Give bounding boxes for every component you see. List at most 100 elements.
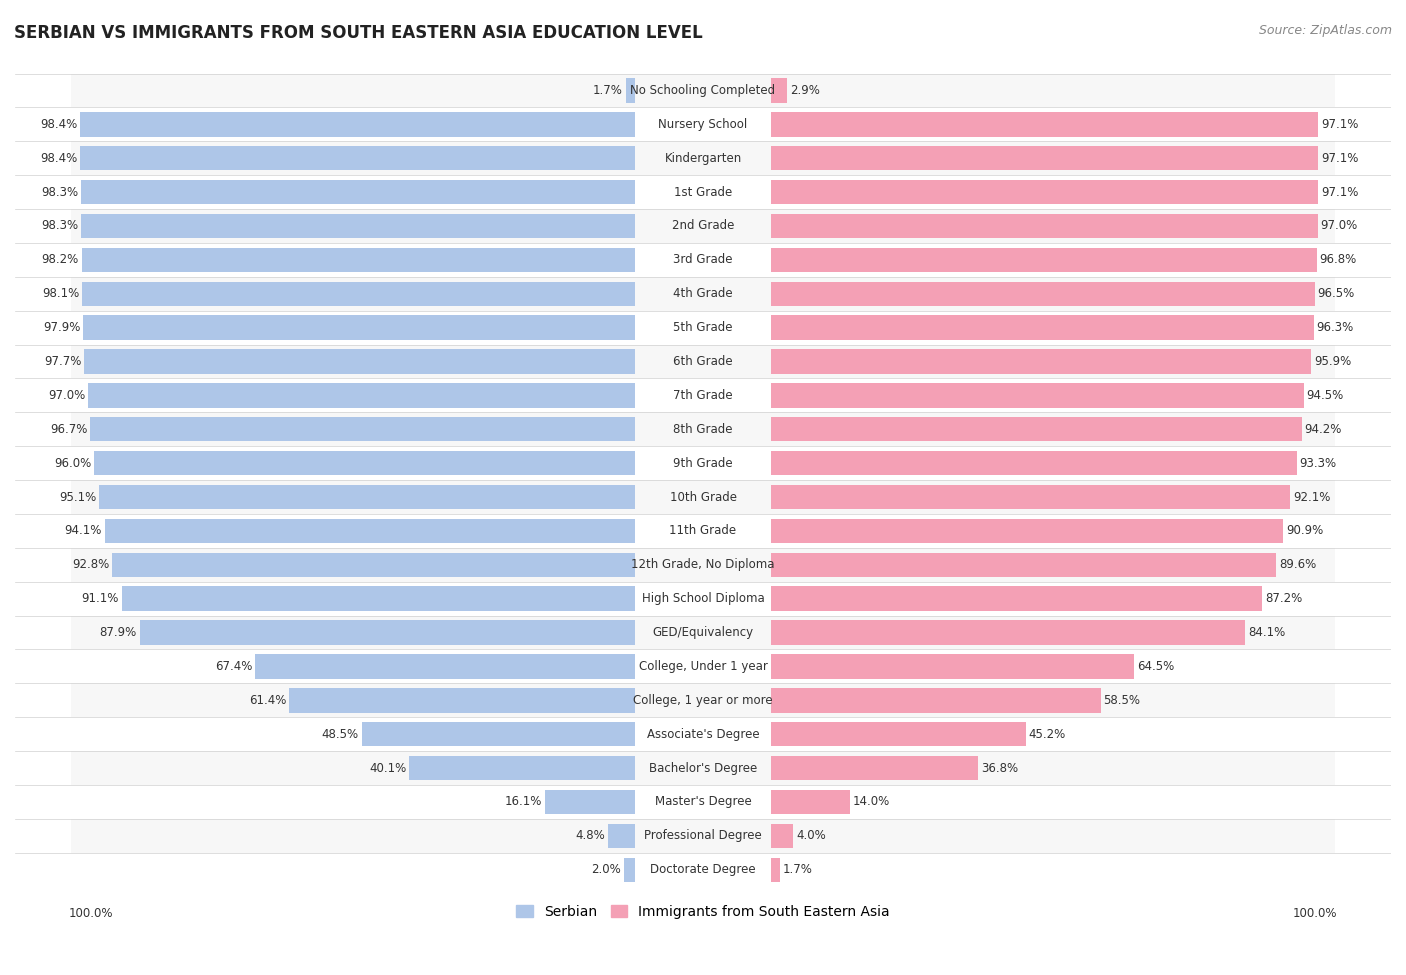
Text: Source: ZipAtlas.com: Source: ZipAtlas.com [1258,24,1392,37]
Bar [72,277,1334,311]
Text: 5th Grade: 5th Grade [673,321,733,334]
Text: 87.2%: 87.2% [1265,592,1302,605]
Bar [770,722,1025,747]
Bar [770,383,1303,408]
Legend: Serbian, Immigrants from South Eastern Asia: Serbian, Immigrants from South Eastern A… [510,899,896,924]
Bar [626,78,636,102]
Bar [72,311,1334,344]
Text: 89.6%: 89.6% [1279,559,1316,571]
Bar [72,209,1334,243]
Text: 1st Grade: 1st Grade [673,185,733,199]
Text: 97.1%: 97.1% [1322,152,1358,165]
Bar [361,722,636,747]
Bar [98,485,636,509]
Text: 98.4%: 98.4% [41,152,77,165]
Bar [72,649,1334,683]
Text: 9th Grade: 9th Grade [673,456,733,470]
Text: 8th Grade: 8th Grade [673,423,733,436]
Bar [72,751,1334,785]
Text: 97.0%: 97.0% [1320,219,1358,232]
Bar [84,349,636,373]
Bar [82,282,636,306]
Text: Associate's Degree: Associate's Degree [647,727,759,741]
Bar [112,553,636,577]
Text: 96.5%: 96.5% [1317,288,1355,300]
Bar [770,349,1312,373]
Text: 67.4%: 67.4% [215,660,253,673]
Bar [770,824,793,848]
Text: 90.9%: 90.9% [1286,525,1323,537]
Text: Bachelor's Degree: Bachelor's Degree [650,761,756,774]
Bar [770,756,979,780]
Bar [72,412,1334,447]
Text: 1.7%: 1.7% [783,863,813,877]
Bar [770,112,1319,136]
Text: SERBIAN VS IMMIGRANTS FROM SOUTH EASTERN ASIA EDUCATION LEVEL: SERBIAN VS IMMIGRANTS FROM SOUTH EASTERN… [14,24,703,42]
Bar [83,316,636,340]
Text: 95.9%: 95.9% [1315,355,1351,368]
Text: 94.1%: 94.1% [65,525,101,537]
Text: 98.3%: 98.3% [41,185,79,199]
Text: 36.8%: 36.8% [981,761,1018,774]
Text: 96.8%: 96.8% [1319,254,1357,266]
Bar [770,620,1244,644]
Bar [770,654,1135,679]
Bar [770,587,1263,611]
Bar [290,688,636,713]
Text: Kindergarten: Kindergarten [665,152,741,165]
Text: 45.2%: 45.2% [1028,727,1066,741]
Text: 64.5%: 64.5% [1137,660,1174,673]
Text: 93.3%: 93.3% [1299,456,1337,470]
Text: 7th Grade: 7th Grade [673,389,733,402]
Text: College, 1 year or more: College, 1 year or more [633,694,773,707]
Text: 95.1%: 95.1% [59,490,96,503]
Text: GED/Equivalency: GED/Equivalency [652,626,754,639]
Bar [770,790,849,814]
Text: Nursery School: Nursery School [658,118,748,131]
Text: High School Diploma: High School Diploma [641,592,765,605]
Text: 96.0%: 96.0% [53,456,91,470]
Bar [624,858,636,882]
Text: 2.0%: 2.0% [592,863,621,877]
Bar [770,485,1291,509]
Bar [72,344,1334,378]
Text: Doctorate Degree: Doctorate Degree [650,863,756,877]
Bar [72,73,1334,107]
Bar [72,853,1334,886]
Text: 91.1%: 91.1% [82,592,118,605]
Bar [139,620,636,644]
Text: 98.1%: 98.1% [42,288,79,300]
Bar [72,378,1334,412]
Bar [770,688,1101,713]
Text: 4th Grade: 4th Grade [673,288,733,300]
Text: 12th Grade, No Diploma: 12th Grade, No Diploma [631,559,775,571]
Bar [72,718,1334,751]
Bar [770,214,1317,238]
Text: 58.5%: 58.5% [1104,694,1140,707]
Bar [770,78,787,102]
Text: 6th Grade: 6th Grade [673,355,733,368]
Bar [72,176,1334,209]
Text: 96.3%: 96.3% [1316,321,1354,334]
Bar [82,180,636,205]
Bar [121,587,636,611]
Text: 40.1%: 40.1% [370,761,406,774]
Bar [770,248,1316,272]
Text: 4.0%: 4.0% [796,830,825,842]
Text: 48.5%: 48.5% [322,727,359,741]
Text: 3rd Grade: 3rd Grade [673,254,733,266]
Bar [256,654,636,679]
Bar [770,180,1319,205]
Text: 61.4%: 61.4% [249,694,287,707]
Text: 92.1%: 92.1% [1294,490,1330,503]
Text: 97.1%: 97.1% [1322,185,1358,199]
Bar [72,141,1334,176]
Bar [770,316,1313,340]
Text: No Schooling Completed: No Schooling Completed [630,84,776,97]
Text: 98.3%: 98.3% [41,219,79,232]
Text: Professional Degree: Professional Degree [644,830,762,842]
Bar [72,243,1334,277]
Bar [72,514,1334,548]
Text: 10th Grade: 10th Grade [669,490,737,503]
Bar [409,756,636,780]
